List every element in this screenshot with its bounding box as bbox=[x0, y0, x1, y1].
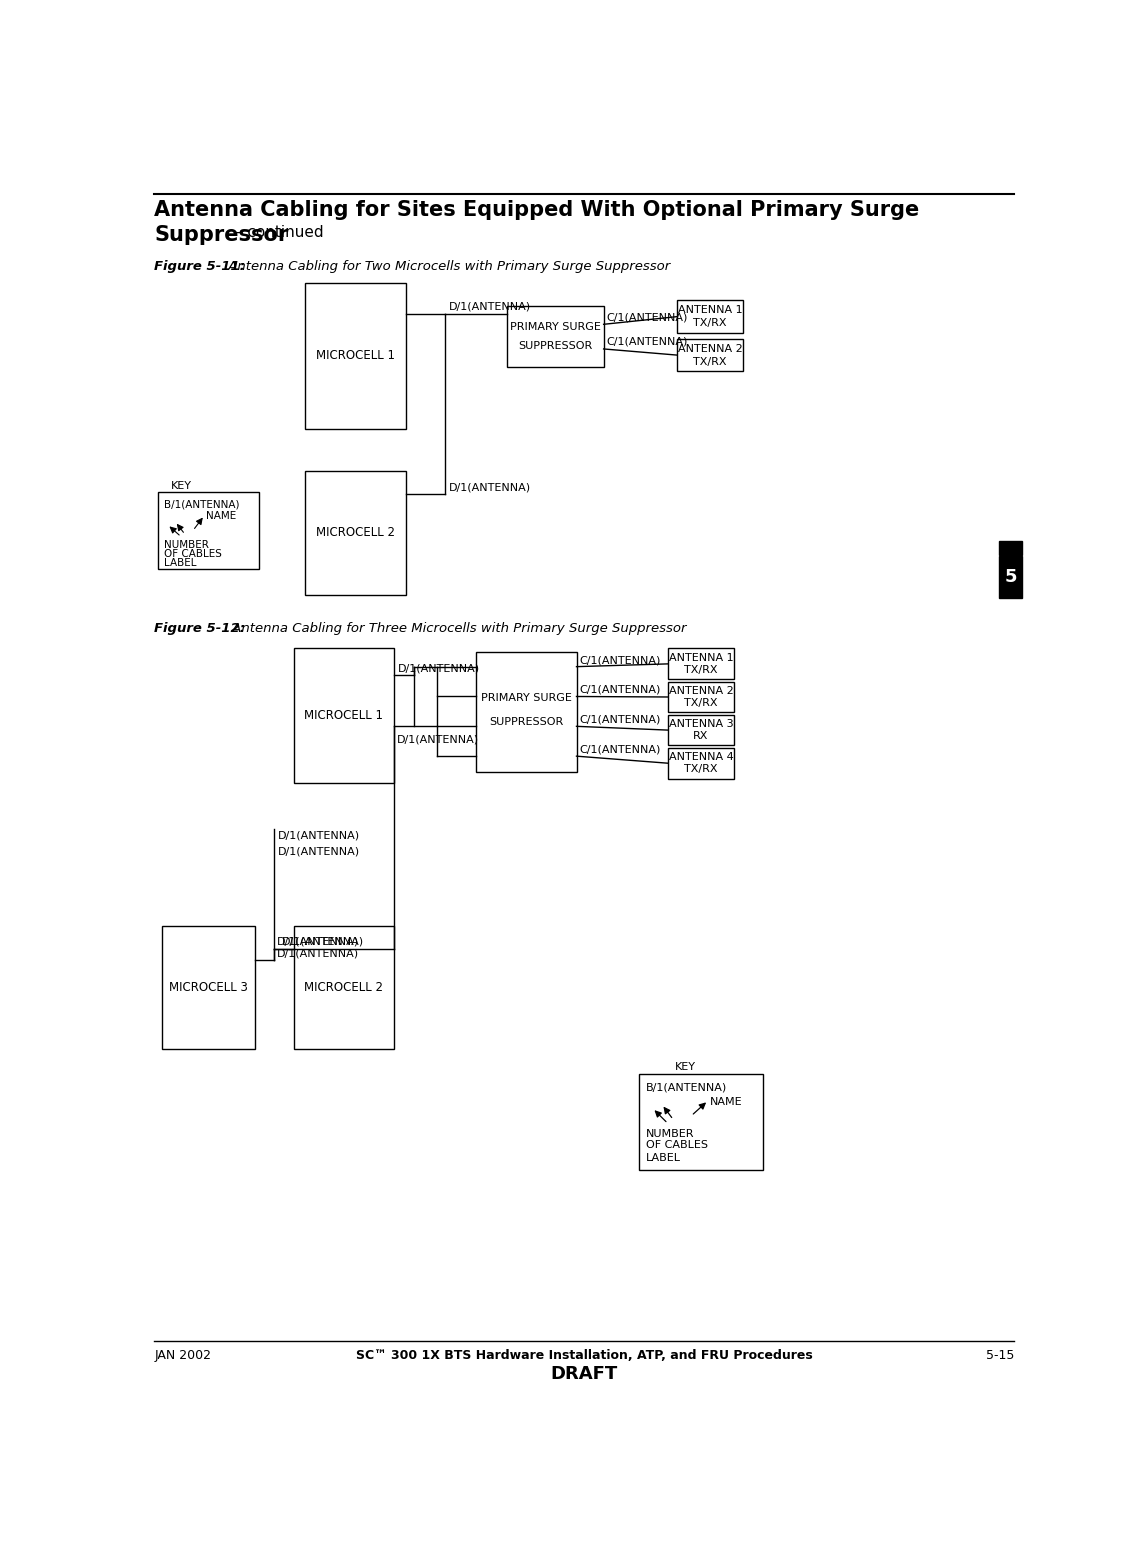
Text: C/1(ANTENNA): C/1(ANTENNA) bbox=[579, 715, 661, 724]
Text: OF CABLES: OF CABLES bbox=[164, 549, 222, 559]
Text: ANTENNA 2: ANTENNA 2 bbox=[678, 343, 742, 354]
Bar bbox=[294, 926, 394, 1049]
Text: TX/RX: TX/RX bbox=[684, 698, 718, 709]
Text: SUPPRESSOR: SUPPRESSOR bbox=[489, 716, 563, 727]
Bar bbox=[306, 283, 406, 429]
Text: D/1(ANTENNA): D/1(ANTENNA) bbox=[398, 664, 480, 673]
Text: NUMBER: NUMBER bbox=[164, 539, 209, 550]
Text: C/1(ANTENNA): C/1(ANTENNA) bbox=[579, 685, 661, 695]
Text: Antenna Cabling for Sites Equipped With Optional Primary Surge: Antenna Cabling for Sites Equipped With … bbox=[154, 200, 919, 221]
Text: NAME: NAME bbox=[710, 1097, 742, 1106]
Text: PRIMARY SURGE: PRIMARY SURGE bbox=[510, 322, 601, 333]
Text: LABEL: LABEL bbox=[646, 1153, 682, 1162]
Text: Figure 5-12:: Figure 5-12: bbox=[154, 622, 245, 634]
Text: D/1(ANTENNA): D/1(ANTENNA) bbox=[449, 301, 531, 311]
Text: SC™ 300 1X BTS Hardware Installation, ATP, and FRU Procedures: SC™ 300 1X BTS Hardware Installation, AT… bbox=[356, 1349, 813, 1363]
Text: 5-15: 5-15 bbox=[986, 1349, 1015, 1363]
Text: LABEL: LABEL bbox=[164, 558, 197, 569]
Text: KEY: KEY bbox=[675, 1061, 695, 1072]
Text: OF CABLES: OF CABLES bbox=[646, 1139, 708, 1150]
Text: 5: 5 bbox=[1004, 569, 1017, 586]
Text: ANTENNA 3: ANTENNA 3 bbox=[668, 720, 733, 729]
Text: C/1(ANTENNA): C/1(ANTENNA) bbox=[606, 337, 689, 347]
Text: D/1(ANTENNA): D/1(ANTENNA) bbox=[277, 948, 359, 957]
Bar bbox=[668, 682, 734, 712]
Text: NUMBER: NUMBER bbox=[646, 1128, 694, 1139]
Text: Antenna Cabling for Three Microcells with Primary Surge Suppressor: Antenna Cabling for Three Microcells wit… bbox=[228, 622, 686, 634]
Text: SUPPRESSOR: SUPPRESSOR bbox=[518, 340, 593, 351]
Text: ANTENNA 1: ANTENNA 1 bbox=[668, 653, 733, 662]
Text: DRAFT: DRAFT bbox=[551, 1364, 618, 1383]
Bar bbox=[638, 1074, 763, 1170]
Text: – continued: – continued bbox=[230, 225, 324, 239]
Text: MICROCELL 1: MICROCELL 1 bbox=[304, 709, 383, 723]
Text: D/1(ANTENNA): D/1(ANTENNA) bbox=[277, 937, 359, 946]
Text: D/1(ANTENNA): D/1(ANTENNA) bbox=[278, 847, 360, 856]
Bar bbox=[158, 493, 259, 569]
Text: ANTENNA 2: ANTENNA 2 bbox=[668, 685, 733, 696]
Text: PRIMARY SURGE: PRIMARY SURGE bbox=[481, 693, 571, 702]
Bar bbox=[999, 556, 1023, 598]
Bar bbox=[668, 747, 734, 779]
Bar bbox=[294, 648, 394, 783]
Bar bbox=[668, 648, 734, 679]
Text: Antenna Cabling for Two Microcells with Primary Surge Suppressor: Antenna Cabling for Two Microcells with … bbox=[223, 260, 670, 272]
Bar bbox=[475, 653, 577, 772]
Text: KEY: KEY bbox=[171, 480, 192, 491]
Text: MICROCELL 2: MICROCELL 2 bbox=[316, 527, 396, 539]
Text: TX/RX: TX/RX bbox=[693, 356, 727, 367]
Text: TX/RX: TX/RX bbox=[684, 765, 718, 774]
Bar bbox=[306, 471, 406, 595]
Text: D/1(ANTENNA): D/1(ANTENNA) bbox=[397, 733, 479, 744]
Bar bbox=[507, 306, 603, 367]
Bar bbox=[677, 339, 743, 371]
Bar bbox=[677, 300, 743, 333]
Text: ANTENNA 4: ANTENNA 4 bbox=[668, 752, 733, 761]
Text: B/1(ANTENNA): B/1(ANTENNA) bbox=[164, 500, 239, 510]
Text: Figure 5-11:: Figure 5-11: bbox=[154, 260, 245, 272]
Text: D/1(ANTENNA): D/1(ANTENNA) bbox=[282, 937, 364, 946]
Bar bbox=[162, 926, 255, 1049]
Bar bbox=[999, 541, 1023, 555]
Text: TX/RX: TX/RX bbox=[693, 319, 727, 328]
Text: JAN 2002: JAN 2002 bbox=[154, 1349, 211, 1363]
Text: C/1(ANTENNA): C/1(ANTENNA) bbox=[579, 656, 661, 665]
Text: NAME: NAME bbox=[206, 511, 236, 522]
Text: TX/RX: TX/RX bbox=[684, 665, 718, 674]
Text: D/1(ANTENNA): D/1(ANTENNA) bbox=[449, 482, 531, 493]
Bar bbox=[668, 715, 734, 746]
Text: ANTENNA 1: ANTENNA 1 bbox=[678, 305, 742, 315]
Text: MICROCELL 2: MICROCELL 2 bbox=[304, 981, 383, 993]
Text: RX: RX bbox=[693, 732, 709, 741]
Text: C/1(ANTENNA): C/1(ANTENNA) bbox=[579, 744, 661, 755]
Text: MICROCELL 1: MICROCELL 1 bbox=[316, 350, 396, 362]
Text: Suppressor: Suppressor bbox=[154, 225, 288, 246]
Text: MICROCELL 3: MICROCELL 3 bbox=[169, 981, 247, 993]
Text: D/1(ANTENNA): D/1(ANTENNA) bbox=[278, 831, 360, 841]
Text: C/1(ANTENNA): C/1(ANTENNA) bbox=[606, 312, 689, 322]
Text: B/1(ANTENNA): B/1(ANTENNA) bbox=[646, 1083, 727, 1092]
